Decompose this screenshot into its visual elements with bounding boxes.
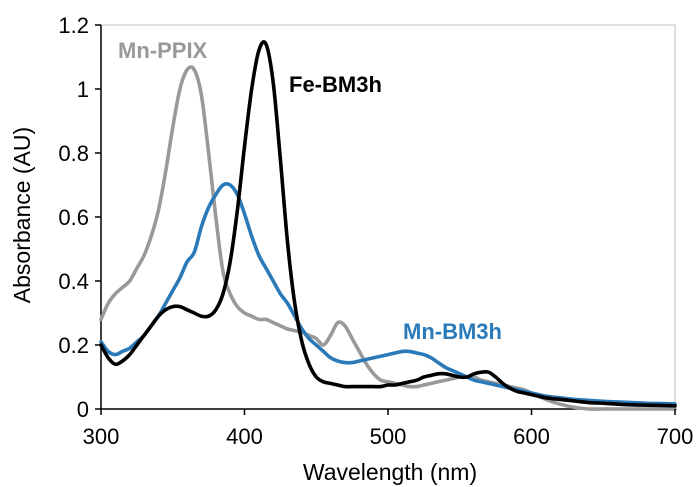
x-tick-label: 700 [657, 424, 694, 449]
plot-frame [100, 24, 676, 410]
y-tick-label: 0 [77, 397, 89, 422]
series-layer [99, 40, 677, 411]
y-axis-title: Absorbance (AU) [9, 127, 35, 303]
y-tick-label: 0.2 [58, 333, 89, 358]
series-line-mn-bm3h [99, 182, 677, 406]
y-tick-label: 0.4 [58, 269, 89, 294]
series-line-fe-bm3h [99, 40, 677, 408]
series-line-mn-ppix [99, 65, 677, 411]
y-tick-label: 1 [77, 77, 89, 102]
series-label-mn-ppix: Mn-PPIX [118, 38, 208, 63]
x-tick-label: 600 [513, 424, 550, 449]
y-axis: 0 0.2 0.4 0.6 0.8 1 1.2 [58, 13, 101, 422]
x-axis: 300 400 500 600 700 [83, 409, 694, 449]
x-axis-title: Wavelength (nm) [303, 459, 477, 485]
series-label-fe-bm3h: Fe-BM3h [289, 72, 382, 97]
x-tick-label: 300 [83, 424, 120, 449]
plot-border [100, 24, 676, 410]
y-tick-label: 0.6 [58, 205, 89, 230]
x-tick-label: 400 [226, 424, 263, 449]
series-label-mn-bm3h: Mn-BM3h [403, 319, 502, 344]
y-tick-label: 0.8 [58, 141, 89, 166]
y-tick-label: 1.2 [58, 13, 89, 38]
x-tick-label: 500 [370, 424, 407, 449]
